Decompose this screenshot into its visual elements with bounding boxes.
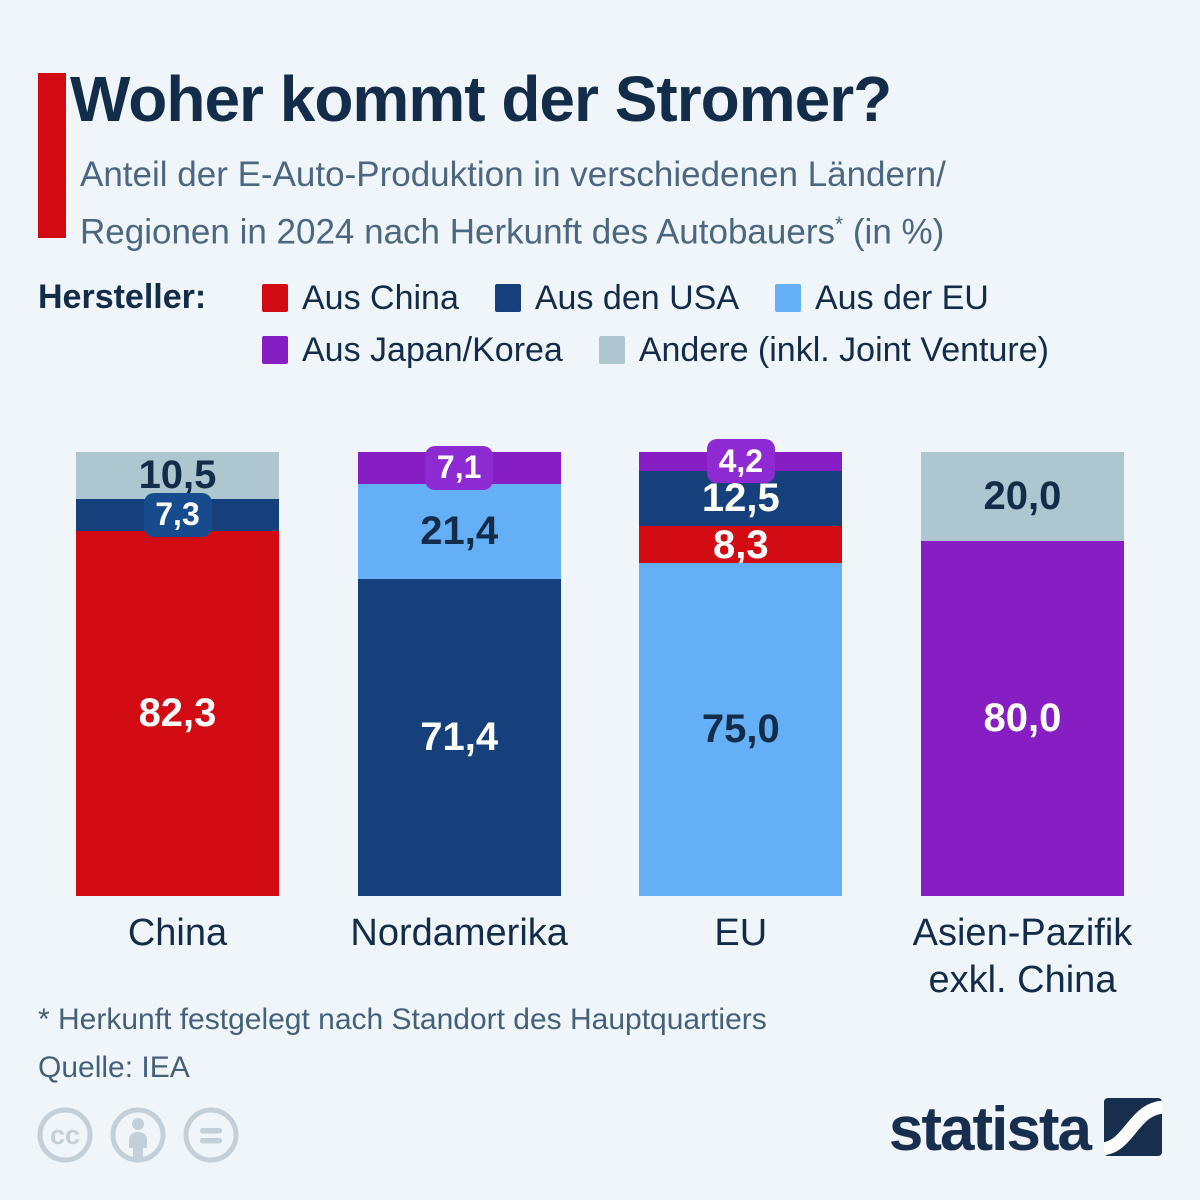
bar-category-label: Asien-Pazifik exkl. China: [912, 912, 1133, 1001]
page-title: Woher kommt der Stromer?: [70, 63, 892, 135]
bar-asien-pazifik-exkl-china: 20,0 80,0 Asien-Pazifik exkl. China: [913, 452, 1132, 1001]
legend-row-2: Aus Japan/Korea Andere (inkl. Joint Vent…: [262, 328, 1049, 372]
legend-swatch-navy: [494, 284, 521, 312]
segment-aus-der-eu: 75,0: [639, 562, 843, 896]
legend-item-label: Aus China: [302, 278, 459, 317]
segment-aus-der-eu: 21,4: [357, 483, 561, 579]
segment-aus-japan-korea: 7,1: [357, 445, 561, 490]
bar-category-label: EU: [714, 912, 768, 954]
statista-branding: statista: [889, 1098, 1162, 1161]
subtitle-line1: Anteil der E-Auto-Produktion in verschie…: [80, 155, 946, 194]
value-label: 82,3: [138, 691, 217, 736]
segment-aus-japan-korea: 4,2: [639, 439, 843, 484]
bar-eu: 4,2 12,5 8,3 75,0 EU: [639, 439, 843, 954]
value-badge: 7,3: [143, 492, 212, 537]
cc-by-icon: [109, 1106, 167, 1169]
legend-item-label: Aus Japan/Korea: [302, 330, 563, 369]
bar-stack: 20,0 80,0: [920, 452, 1124, 896]
cc-nd-icon: [182, 1106, 240, 1169]
segment-andere-inkl-joint-venture: 20,0: [920, 452, 1124, 541]
value-label: 75,0: [701, 707, 780, 752]
legend-row-1: Aus China Aus den USA Aus der EU: [262, 276, 989, 320]
legend-swatch-red: [262, 284, 288, 312]
legend-title: Hersteller:: [38, 278, 207, 316]
statista-logo-icon: [1104, 1098, 1162, 1161]
legend-item-label: Aus den USA: [534, 278, 739, 317]
license-icons: cc: [36, 1106, 240, 1169]
value-badge: 4,2: [706, 439, 775, 484]
legend-item-andere: Andere (inkl. Joint Venture): [598, 330, 1049, 370]
value-label: 80,0: [983, 696, 1062, 741]
bar-nordamerika: 7,1 21,4 71,4 Nordamerika: [350, 445, 568, 954]
bar-stack: 7,1 21,4 71,4: [357, 445, 561, 896]
legend-swatch-light-blue: [775, 284, 801, 312]
value-label: 21,4: [420, 509, 499, 554]
statista-wordmark: statista: [888, 1094, 1092, 1164]
legend-item-aus-der-eu: Aus der EU: [775, 279, 989, 318]
bar-category-label: Nordamerika: [350, 912, 568, 954]
bar-stack: 10,5 7,3 82,3: [76, 452, 279, 896]
segment-aus-den-usa: 71,4: [357, 578, 561, 896]
legend-item-label: Aus der EU: [815, 278, 989, 317]
legend-item-aus-den-usa: Aus den USA: [494, 278, 739, 318]
legend-item-label: Andere (inkl. Joint Venture): [638, 330, 1049, 369]
bar-china: 10,5 7,3 82,3 China: [76, 452, 279, 954]
segment-aus-china: 82,3: [76, 530, 279, 896]
segment-aus-japan-korea: 80,0: [920, 540, 1124, 896]
subtitle-line2: Regionen in 2024 nach Herkunft des Autob…: [80, 212, 835, 252]
value-label: 10,5: [138, 453, 217, 498]
segment-aus-den-usa: 7,3: [76, 492, 279, 537]
value-label: 8,3: [713, 522, 769, 567]
legend-swatch-purple: [262, 336, 288, 364]
cc-icon: cc: [36, 1106, 94, 1169]
subtitle-line2-unit: (in %): [843, 212, 945, 252]
source-note: Quelle: IEA: [38, 1051, 190, 1084]
title-accent-bar: [38, 73, 66, 238]
segment-aus-china: 8,3: [639, 522, 843, 567]
footnote: * Herkunft festgelegt nach Standort des …: [38, 1003, 767, 1036]
legend-item-aus-china: Aus China: [262, 279, 459, 318]
bar-category-label: China: [127, 912, 228, 954]
value-label: 12,5: [701, 476, 780, 521]
legend-swatch-gray: [598, 336, 625, 364]
value-label: 71,4: [420, 715, 499, 760]
footnote-asterisk: *: [834, 213, 844, 236]
value-badge: 7,1: [425, 445, 494, 490]
svg-text:cc: cc: [50, 1120, 80, 1150]
bars-area: 10,5 7,3 82,3 China 7,1 21,4 71,4 Nordamerika 4,…: [76, 439, 1132, 1001]
value-label: 20,0: [983, 474, 1062, 519]
segment-andere-inkl-joint-venture: 10,5: [76, 452, 279, 499]
bar-stack: 4,2 12,5 8,3 75,0: [639, 439, 843, 896]
page-subtitle: Anteil der E-Auto-Produktion in verschie…: [80, 150, 946, 258]
legend-item-aus-japan-korea: Aus Japan/Korea: [262, 331, 563, 370]
